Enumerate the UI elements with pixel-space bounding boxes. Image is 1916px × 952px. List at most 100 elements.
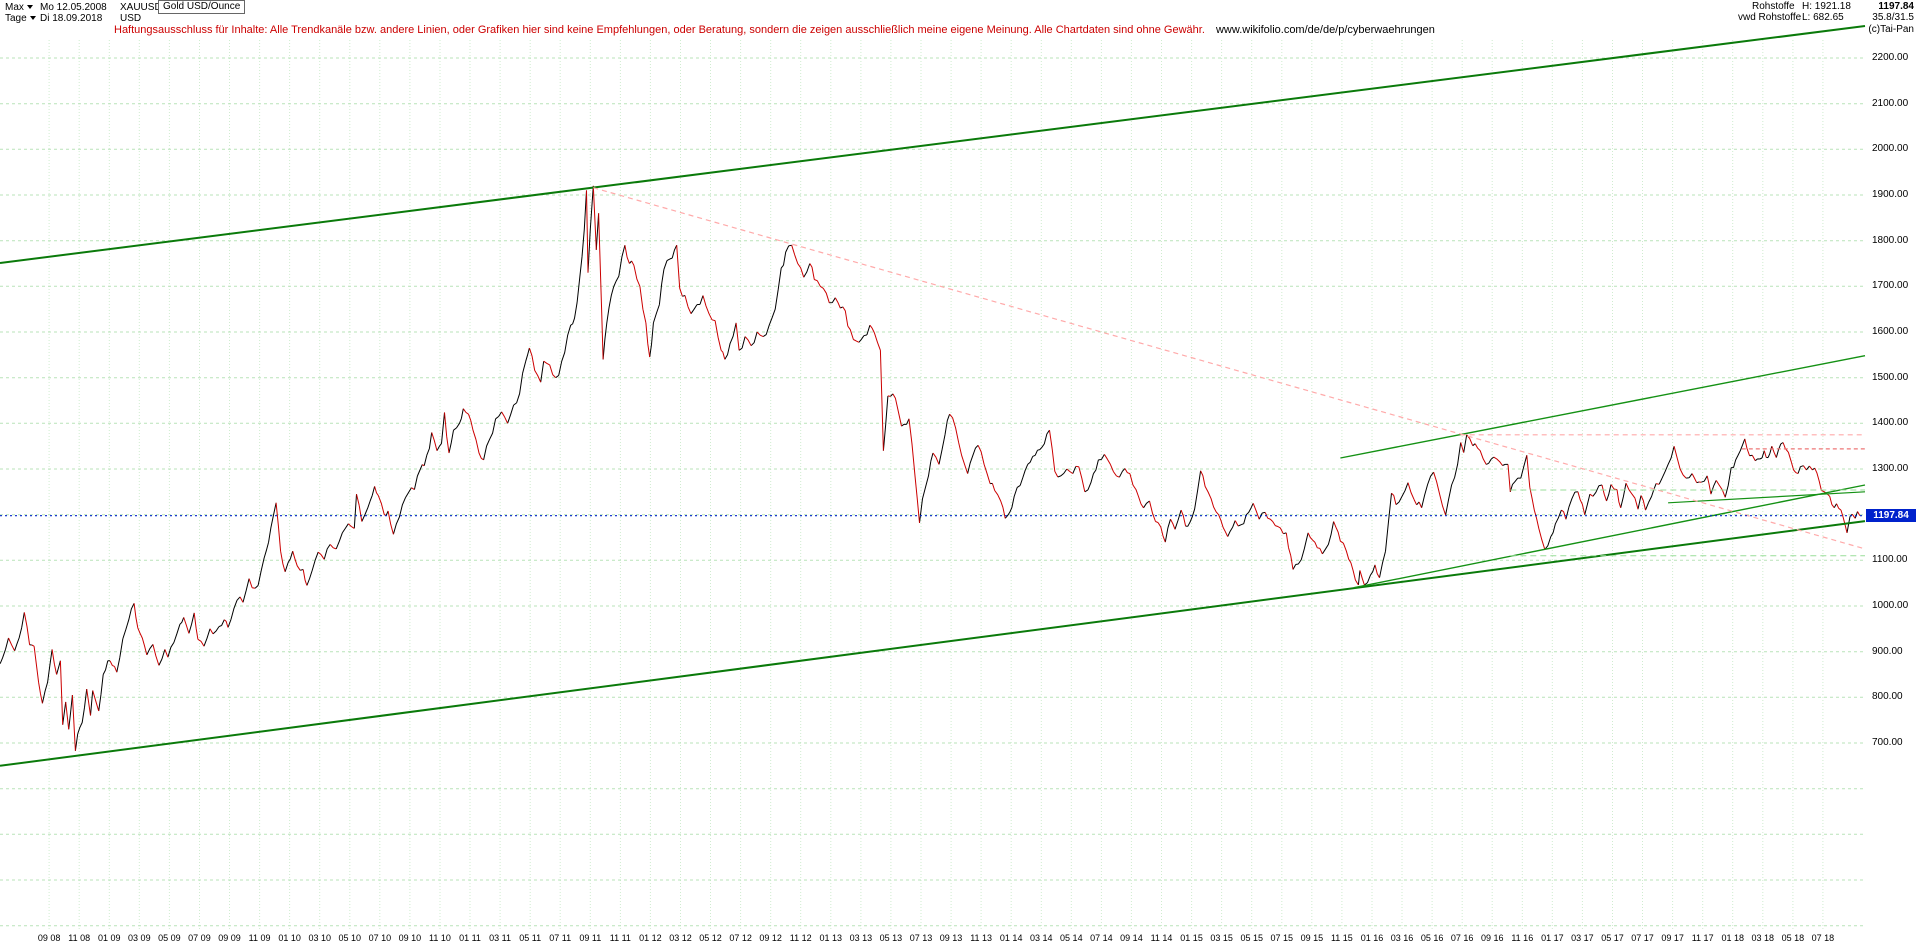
- x-axis-label: 01 18: [1721, 933, 1744, 943]
- y-axis-label: 2100.00: [1872, 97, 1909, 109]
- copyright-label: (c)Tai-Pan: [1868, 24, 1914, 35]
- period-selector[interactable]: Tage: [5, 13, 36, 24]
- y-axis-label: 1700.00: [1872, 280, 1909, 292]
- chevron-down-icon: [26, 5, 33, 10]
- trendline-channel-upper: [0, 25, 1866, 264]
- x-axis-label: 05 13: [879, 933, 903, 943]
- x-axis-label: 11 13: [970, 933, 993, 943]
- x-axis-label: 01 17: [1541, 933, 1564, 943]
- x-axis-label: 09 09: [218, 933, 241, 943]
- x-axis-label: 03 12: [669, 933, 692, 943]
- x-axis-label: 01 12: [639, 933, 662, 943]
- x-axis-label: 01 11: [459, 933, 481, 943]
- x-axis-label: 07 15: [1270, 933, 1294, 943]
- secondary-values-label: 35.8/31.5: [1872, 12, 1914, 23]
- chart-start-date: Mo 12.05.2008: [40, 2, 107, 13]
- chevron-down-icon: [29, 16, 36, 21]
- x-axis-label: 09 14: [1120, 933, 1143, 943]
- x-axis-label: 09 15: [1300, 933, 1324, 943]
- high-value-label: H: 1921.18: [1802, 1, 1851, 12]
- x-axis-label: 05 12: [699, 933, 722, 943]
- x-axis-label: 07 13: [909, 933, 933, 943]
- symbol-label: XAUUSD: [120, 2, 162, 13]
- price-line-up: [0, 185, 1858, 751]
- x-axis-label: 07 16: [1450, 933, 1474, 943]
- y-axis-label: 1300.00: [1872, 463, 1909, 474]
- x-axis-label: 09 12: [759, 933, 782, 943]
- x-axis-label: 07 09: [188, 933, 211, 943]
- last-price-header: 1197.84: [1878, 1, 1914, 12]
- x-axis-label: 05 11: [519, 933, 542, 943]
- x-axis-label: 01 13: [819, 933, 843, 943]
- x-axis-label: 05 15: [1240, 933, 1263, 943]
- y-axis-label: 1900.00: [1872, 189, 1909, 200]
- x-axis-label: 11 09: [248, 933, 271, 943]
- x-axis-label: 05 14: [1060, 933, 1083, 943]
- y-axis-label: 900.00: [1872, 645, 1903, 657]
- y-axis-label: 1000.00: [1872, 600, 1909, 611]
- feed-label: vwd Rohstoffe: [1738, 12, 1802, 23]
- x-axis-label: 01 16: [1360, 933, 1384, 943]
- y-axis-label: 1600.00: [1872, 326, 1909, 337]
- y-axis-label: 1100.00: [1872, 554, 1908, 566]
- x-axis-label: 07 12: [729, 933, 752, 943]
- header-bar: Max Mo 12.05.2008 XAUUSD Gold USD/Ounce …: [0, 0, 1916, 35]
- x-axis-label: 05 18: [1781, 933, 1805, 943]
- trendline-minor-support: [1668, 491, 1866, 504]
- x-axis-label: 07 14: [1090, 933, 1113, 943]
- trendline-rising-resistance: [1340, 355, 1866, 459]
- x-axis-label: 09 10: [398, 933, 422, 943]
- x-axis-label: 11 12: [789, 933, 812, 943]
- x-axis-label: 03 15: [1210, 933, 1233, 943]
- group-label: Rohstoffe: [1752, 1, 1795, 12]
- x-axis-label: 05 17: [1601, 933, 1624, 943]
- x-axis-label: 07 11: [549, 933, 572, 943]
- x-axis-label: 05 16: [1420, 933, 1444, 943]
- x-axis-label: 11 08: [68, 933, 91, 943]
- y-axis-label: 700.00: [1872, 737, 1903, 748]
- x-axis-label: 11 17: [1691, 933, 1714, 943]
- y-axis-label: 2000.00: [1872, 143, 1909, 155]
- x-axis-label: 07 10: [368, 933, 392, 943]
- x-axis-label: 05 10: [338, 933, 362, 943]
- y-axis-label: 800.00: [1872, 691, 1903, 703]
- trendline-wedge-support: [1353, 484, 1866, 589]
- disclaimer-text: Haftungsausschluss für Inhalte: Alle Tre…: [114, 24, 1205, 36]
- instrument-name-box[interactable]: Gold USD/Ounce: [158, 0, 246, 14]
- x-axis-label: 03 17: [1571, 933, 1594, 943]
- x-axis-label: 11 14: [1150, 933, 1173, 943]
- x-axis-label: 03 11: [489, 933, 512, 943]
- x-axis-label: 09 16: [1480, 933, 1504, 943]
- low-value-label: L: 682.65: [1802, 12, 1844, 23]
- x-axis-label: 03 18: [1751, 933, 1775, 943]
- y-axis-label: 1800.00: [1872, 234, 1909, 246]
- x-axis-label: 03 10: [308, 933, 331, 943]
- x-axis-label: 05 09: [158, 933, 181, 943]
- x-axis-label: 01 15: [1180, 933, 1203, 943]
- y-axis-label: 1400.00: [1872, 417, 1909, 429]
- x-axis-label: 03 09: [128, 933, 151, 943]
- range-selector-label: Max: [5, 2, 24, 13]
- currency-label: USD: [120, 13, 142, 24]
- x-axis-label: 11 10: [429, 933, 451, 943]
- x-axis-label: 01 10: [278, 933, 301, 943]
- disclaimer-bar: Haftungsausschluss für Inhalte: Alle Tre…: [114, 24, 1435, 37]
- x-axis-label: 11 11: [609, 933, 631, 943]
- x-axis-label: 11 16: [1511, 933, 1534, 943]
- x-axis-label: 07 18: [1811, 933, 1835, 943]
- x-axis-label: 11 15: [1330, 933, 1353, 943]
- x-axis-label: 03 16: [1390, 933, 1414, 943]
- last-price-tag: 1197.84: [1866, 509, 1916, 522]
- y-axis: 2200.00 2100.00 2000.00 1900.00 1800.00 1700.…: [1872, 0, 1916, 952]
- x-axis: 09 08 11 08 01 09 03 09 05 09 07 09 09 09 11 09…: [0, 933, 1916, 948]
- trendline-downtrend-from-ath: [593, 187, 1866, 550]
- price-line-down: [8, 185, 1861, 751]
- range-selector[interactable]: Max: [5, 2, 33, 13]
- x-axis-label: 09 17: [1661, 933, 1684, 943]
- x-axis-label: 09 13: [939, 933, 963, 943]
- period-selector-label: Tage: [5, 13, 27, 24]
- wikifolio-link[interactable]: www.wikifolio.com/de/de/p/cyberwaehrunge…: [1215, 24, 1435, 36]
- y-axis-label: 2200.00: [1872, 52, 1909, 63]
- x-axis-label: 07 17: [1631, 933, 1654, 943]
